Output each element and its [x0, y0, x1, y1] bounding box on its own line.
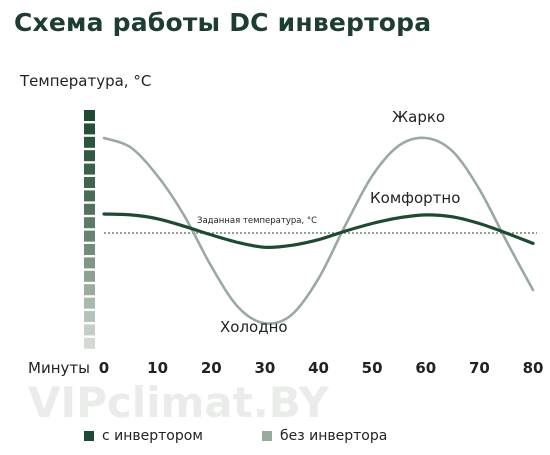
annotation-cold: Холодно	[220, 318, 288, 336]
x-tick-label: 60	[415, 359, 436, 377]
scale-cell	[84, 163, 95, 175]
scale-cell	[84, 297, 95, 309]
scale-cell	[84, 136, 95, 148]
x-tick-label: 50	[362, 359, 383, 377]
scale-cell	[84, 244, 95, 255]
y-axis-label: Температура, °C	[19, 72, 151, 90]
x-tick-label: 20	[201, 359, 222, 377]
scale-cell	[84, 110, 95, 121]
scale-cell	[84, 150, 95, 162]
scale-cell	[84, 190, 95, 202]
scale-cell	[84, 123, 95, 135]
legend-swatch-no-inverter	[262, 431, 272, 441]
x-tick-label: 40	[308, 359, 329, 377]
x-axis-label: Минуты	[28, 359, 90, 377]
scale-cell	[84, 257, 95, 269]
x-tick-label: 30	[254, 359, 275, 377]
legend-label-inverter: с инвертором	[102, 428, 203, 444]
scale-cell	[84, 270, 95, 282]
x-tick-label: 80	[523, 359, 544, 377]
scale-cell	[84, 284, 95, 296]
setpoint-label: Заданная температура, °C	[197, 216, 317, 226]
scale-cell	[84, 311, 95, 322]
legend-label-no-inverter: без инвертора	[280, 428, 388, 444]
scale-cell	[84, 324, 95, 336]
legend-item-no-inverter: без инвертора	[262, 428, 387, 444]
scale-cell	[84, 337, 95, 349]
series-line-no-inverter	[102, 136, 535, 325]
series-line-inverter	[102, 212, 535, 249]
annotation-comfortable: Комфортно	[370, 189, 460, 207]
scale-cell	[84, 217, 95, 229]
scale-cell	[84, 230, 95, 242]
chart-title: Схема работы DC инвертора	[14, 8, 432, 37]
x-tick-label: 10	[147, 359, 168, 377]
scale-cell	[84, 177, 95, 188]
x-tick-label: 0	[99, 359, 109, 377]
legend-swatch-inverter	[84, 431, 94, 441]
annotation-hot: Жарко	[392, 108, 445, 126]
x-tick-label: 70	[469, 359, 490, 377]
scale-cell	[84, 203, 95, 215]
legend-item-inverter: с инвертором	[84, 428, 203, 444]
